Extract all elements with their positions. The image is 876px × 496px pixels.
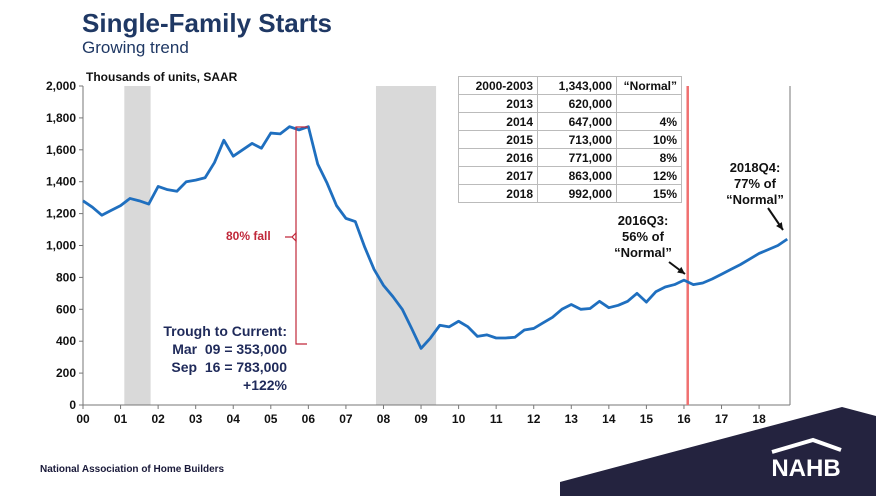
x-tick-label: 15 — [640, 412, 654, 426]
footer-band — [560, 407, 876, 496]
y-tick-label: 800 — [56, 270, 76, 284]
annotation-line: +122% — [243, 377, 287, 393]
table-row: 2013 620,000 — [458, 94, 682, 113]
x-tick-label: 06 — [302, 412, 316, 426]
y-axis-label: Thousands of units, SAAR — [86, 70, 238, 84]
y-tick-label: 1,000 — [46, 239, 76, 253]
x-tick-label: 00 — [76, 412, 90, 426]
annotation-line: “Normal” — [726, 192, 784, 207]
table-cell: 647,000 — [537, 112, 617, 131]
table-cell: 863,000 — [537, 166, 617, 185]
table-row: 2018 992,000 15% — [458, 184, 682, 203]
x-tick-label: 12 — [527, 412, 541, 426]
page-title: Single-Family Starts — [82, 8, 332, 38]
x-tick-label: 05 — [264, 412, 278, 426]
table-cell: 1,343,000 — [537, 76, 617, 95]
arrow-2018q4-head — [776, 222, 783, 230]
table-cell: 713,000 — [537, 130, 617, 149]
table-cell: 992,000 — [537, 184, 617, 203]
recession-band — [375, 86, 437, 405]
table-cell: 12% — [616, 166, 682, 185]
table-cell: 2016 — [458, 148, 538, 167]
x-tick-label: 10 — [452, 412, 466, 426]
x-tick-label: 07 — [339, 412, 353, 426]
annotation-2018q4: 2018Q4: 77% of “Normal” — [715, 160, 795, 208]
table-cell: 2015 — [458, 130, 538, 149]
x-tick-label: 09 — [414, 412, 428, 426]
y-tick-label: 1,200 — [46, 207, 76, 221]
y-tick-label: 1,600 — [46, 143, 76, 157]
annotation-line: Trough to Current: — [163, 323, 287, 339]
table-row: 2000-2003 1,343,000 “Normal” — [458, 76, 682, 95]
table-cell: 2013 — [458, 94, 538, 113]
x-tick-label: 03 — [189, 412, 203, 426]
x-tick-label: 04 — [227, 412, 241, 426]
y-tick-label: 2,000 — [46, 79, 76, 93]
y-tick-label: 400 — [56, 334, 76, 348]
table-row: 2015 713,000 10% — [458, 130, 682, 149]
footer-org: National Association of Home Builders — [40, 464, 225, 475]
x-tick-label: 17 — [715, 412, 729, 426]
recession-band — [124, 86, 151, 405]
trough-annotation: Trough to Current: Mar 09 = 353,000 Sep 16… — [150, 322, 287, 394]
page-subtitle: Growing trend — [82, 38, 189, 57]
table-cell: 620,000 — [537, 94, 617, 113]
x-tick-label: 11 — [490, 412, 503, 426]
x-tick-label: 16 — [677, 412, 691, 426]
table-cell: 2014 — [458, 112, 538, 131]
x-tick-label: 13 — [565, 412, 579, 426]
x-tick-label: 08 — [377, 412, 391, 426]
y-tick-label: 1,400 — [46, 175, 76, 189]
table-cell — [616, 94, 682, 113]
fall-label: 80% fall — [226, 229, 271, 243]
table-cell: 2000-2003 — [458, 76, 538, 95]
annotation-line: 2018Q4: — [729, 160, 781, 175]
x-tick-label: 14 — [602, 412, 616, 426]
table-cell: 2017 — [458, 166, 538, 185]
annotation-line: 2016Q3: — [617, 213, 669, 228]
table-cell: 15% — [616, 184, 682, 203]
table-row: 2017 863,000 12% — [458, 166, 682, 185]
fall-bracket-notch — [285, 231, 297, 243]
arrow-2016q3-head — [677, 266, 685, 274]
table-cell: 4% — [616, 112, 682, 131]
y-tick-label: 0 — [69, 398, 76, 412]
fall-bracket — [295, 126, 308, 345]
annotation-line: Sep 16 = 783,000 — [171, 359, 287, 375]
table-cell: 2018 — [458, 184, 538, 203]
annotation-line: “Normal” — [614, 245, 672, 260]
table-cell: “Normal” — [616, 76, 682, 95]
table-cell: 10% — [616, 130, 682, 149]
x-tick-label: 18 — [752, 412, 766, 426]
table-row: 2016 771,000 8% — [458, 148, 682, 167]
annotation-line: 77% of — [734, 176, 776, 191]
annotation-line: Mar 09 = 353,000 — [172, 341, 287, 357]
series-line — [82, 125, 789, 350]
y-tick-label: 600 — [56, 302, 76, 316]
y-tick-label: 200 — [56, 366, 76, 380]
annotation-2016q3: 2016Q3: 56% of “Normal” — [603, 213, 683, 261]
annotation-line: 56% of — [622, 229, 664, 244]
starts-table: 2000-2003 1,343,000 “Normal” 2013 620,000 201… — [458, 76, 682, 203]
table-cell: 8% — [616, 148, 682, 167]
x-tick-label: 01 — [114, 412, 128, 426]
table-cell: 771,000 — [537, 148, 617, 167]
x-tick-label: 02 — [151, 412, 165, 426]
logo-roof-icon — [771, 437, 842, 454]
logo-text: NAHB — [771, 455, 840, 482]
table-row: 2014 647,000 4% — [458, 112, 682, 131]
y-tick-label: 1,800 — [46, 111, 76, 125]
